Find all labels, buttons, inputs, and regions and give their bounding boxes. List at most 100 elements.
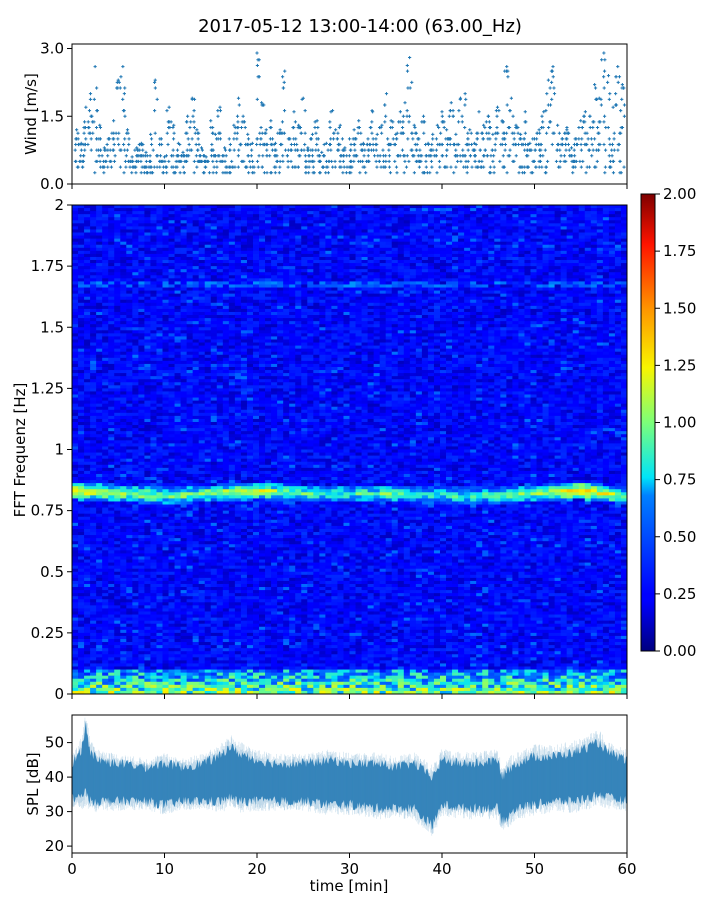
spectrogram-cell — [204, 214, 212, 218]
spectrogram-cell — [144, 299, 151, 304]
spectrogram-cell — [114, 296, 121, 301]
spectrogram-cell — [620, 208, 627, 212]
spectrogram-cell — [397, 290, 405, 295]
spectrogram-cell — [614, 241, 622, 246]
spectrogram-cell — [355, 253, 362, 258]
wind-point — [248, 142, 252, 147]
spectrogram-cell — [620, 260, 627, 264]
spectrogram-cell — [620, 269, 627, 273]
spectrogram-cell — [433, 287, 441, 291]
wind-point — [304, 171, 308, 175]
spectrogram-cell — [222, 235, 230, 240]
spectrogram-cell — [144, 296, 151, 301]
spectrogram-cell — [548, 220, 556, 224]
spectrogram-cell — [271, 229, 278, 233]
spectrogram-cell — [470, 211, 477, 215]
spectrogram-cell — [361, 272, 368, 276]
wind-point — [588, 114, 592, 118]
spectrogram-cell — [78, 220, 85, 224]
spectrogram-cell — [433, 263, 441, 267]
spectrogram-cell — [192, 296, 200, 301]
spectrogram-cell — [277, 253, 284, 258]
spectrogram-cell — [446, 296, 453, 301]
spectrogram-cell — [162, 287, 169, 291]
wind-point — [158, 159, 162, 164]
spectrogram-cell — [620, 214, 627, 218]
spectrogram-cell — [403, 305, 411, 310]
spectrogram-cell — [162, 311, 169, 316]
spectrogram-cell — [259, 208, 266, 212]
spectrogram-cell — [349, 263, 356, 267]
spectrogram-cell — [222, 253, 230, 258]
spectrogram-cell — [566, 299, 574, 304]
wind-point — [82, 120, 87, 124]
spectrogram-cell — [476, 238, 483, 243]
spectrogram-cell — [102, 220, 109, 224]
spectrogram-cell — [108, 299, 115, 304]
spectrogram-cell — [313, 214, 320, 218]
spectrogram-cell — [228, 208, 236, 212]
spectrogram-cell — [427, 275, 435, 279]
spectrogram-cell — [192, 293, 200, 298]
spectrogram-cell — [138, 220, 145, 224]
spectrogram-cell — [120, 272, 127, 276]
spectrogram-cell — [319, 260, 326, 264]
spectrogram-cell — [180, 241, 188, 246]
wind-point — [124, 165, 128, 169]
spectrogram-cell — [331, 269, 338, 273]
spectrogram-cell — [572, 287, 580, 291]
spectrogram-cell — [542, 296, 549, 301]
wind-point — [314, 131, 318, 135]
spectrogram-cell — [216, 311, 224, 316]
spectrogram-cell — [180, 238, 188, 243]
wind-point — [454, 165, 458, 169]
wind-point — [189, 148, 194, 152]
spectrogram-cell — [452, 244, 459, 249]
spectrogram-cell — [120, 281, 127, 285]
spectrogram-cell — [325, 250, 332, 255]
spectrogram-cell — [452, 205, 459, 209]
spectrogram-cell — [150, 226, 157, 230]
spectrogram-cell — [222, 211, 230, 215]
spectrogram-cell — [452, 311, 459, 316]
spectrogram-cell — [494, 302, 501, 307]
wind-point — [567, 131, 571, 135]
spectrogram-cell — [222, 214, 230, 218]
spectrogram-cell — [108, 217, 115, 221]
spectrogram-cell — [337, 296, 344, 301]
spectrogram-cell — [90, 256, 97, 261]
wind-point — [122, 92, 126, 96]
spectrogram-cell — [458, 229, 465, 233]
spectrogram-cell — [90, 290, 97, 295]
wind-point — [352, 159, 356, 164]
spectrogram-cell — [102, 214, 109, 218]
spectrogram-cell — [470, 266, 477, 270]
spectrogram-cell — [446, 244, 453, 249]
spectrogram-cell — [530, 266, 537, 270]
spectrogram-cell — [114, 205, 121, 209]
spectrogram-cell — [433, 278, 441, 282]
spectrogram-cell — [566, 272, 574, 276]
spectrogram-cell — [566, 253, 574, 258]
spectrogram-cell — [295, 208, 302, 212]
spectrogram-cell — [554, 318, 562, 322]
spectrogram-cell — [373, 305, 381, 310]
spectrogram-cell — [138, 214, 145, 218]
spectrogram-cell — [289, 281, 296, 285]
wind-point — [516, 142, 521, 147]
spectrogram-cell — [512, 287, 519, 291]
spectrogram-cell — [500, 305, 507, 310]
wind-point — [171, 137, 176, 141]
spectrogram-cell — [488, 302, 495, 307]
spectrogram-cell — [138, 253, 145, 258]
wind-point — [112, 159, 117, 164]
wind-point — [215, 159, 219, 164]
spectrogram-cell — [78, 250, 85, 255]
spectrogram-cell — [337, 269, 344, 273]
wind-point — [345, 154, 349, 158]
wind-point — [356, 125, 360, 130]
spectrogram-cell — [536, 208, 543, 212]
wind-point — [280, 120, 285, 124]
spectrogram-cell — [512, 223, 519, 227]
spectrogram-cell — [355, 250, 362, 255]
